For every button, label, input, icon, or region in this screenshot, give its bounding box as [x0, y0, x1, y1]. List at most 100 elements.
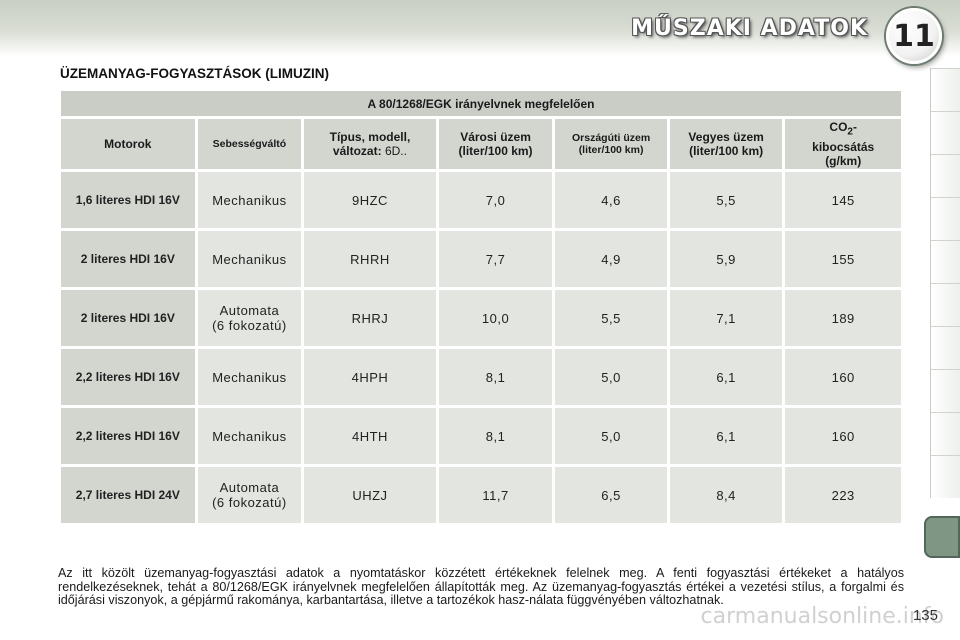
table-body: 1,6 literes HDI 16V Mechanikus 9HZC 7,0 4,6 5…: [61, 172, 901, 523]
gearbox-cell: Mechanikus: [197, 349, 302, 405]
co2-cell: 189: [785, 290, 901, 346]
engine-cell: 2 literes HDI 16V: [61, 231, 195, 287]
urban-cell: 7,0: [438, 172, 553, 228]
urban-cell: 8,1: [438, 408, 553, 464]
extra-urban-header-line1: Országúti üzem: [571, 132, 651, 144]
side-tab[interactable]: [930, 369, 960, 412]
gearbox-cell: Mechanikus: [197, 172, 302, 228]
co2-header-prefix: CO: [829, 120, 848, 135]
table-row: 2,2 literes HDI 16V Mechanikus 4HPH 8,1 5,0 6…: [61, 349, 901, 405]
urban-cell: 7,7: [438, 231, 553, 287]
type-cell: 9HZC: [304, 172, 436, 228]
extra-urban-cell: 4,6: [555, 172, 667, 228]
gearbox-line: Mechanikus: [212, 251, 287, 267]
co2-header-line2: kibocsátás: [812, 139, 875, 154]
type-cell: 4HPH: [304, 349, 436, 405]
table-row: 2,7 literes HDI 24V Automata (6 fokozatú) U…: [61, 467, 901, 523]
co2-cell: 223: [785, 467, 901, 523]
urban-cell: 8,1: [438, 349, 553, 405]
type-header-value: 6D..: [384, 144, 407, 158]
side-tab[interactable]: [930, 68, 960, 111]
chapter-badge: 11: [886, 8, 942, 64]
table-row: 2 literes HDI 16V Automata (6 fokozatú) RHR…: [61, 290, 901, 346]
type-cell: 4HTH: [304, 408, 436, 464]
extra-urban-cell: 5,0: [555, 408, 667, 464]
co2-header-suffix: -: [852, 120, 857, 135]
type-header-line1: Típus, modell,: [329, 130, 411, 144]
col-engine-header: Motorok: [61, 119, 195, 169]
side-tab[interactable]: [930, 197, 960, 240]
side-tabs: [924, 68, 960, 558]
watermark: carmanualsonline.info: [700, 604, 944, 629]
page-number: 135: [912, 607, 938, 624]
co2-cell: 160: [785, 408, 901, 464]
engine-cell: 1,6 literes HDI 16V: [61, 172, 195, 228]
chapter-number: 11: [893, 18, 935, 54]
type-cell: RHRH: [304, 231, 436, 287]
combined-cell: 5,9: [669, 231, 783, 287]
extra-urban-cell: 4,9: [555, 231, 667, 287]
urban-cell: 10,0: [438, 290, 553, 346]
gearbox-line: Mechanikus: [212, 428, 287, 444]
standard-header: A 80/1268/EGK irányelvnek megfelelően: [61, 91, 901, 116]
col-co2-header: CO2- kibocsátás (g/km): [785, 119, 901, 169]
side-tab-active[interactable]: [924, 516, 960, 558]
side-tab[interactable]: [930, 111, 960, 154]
combined-cell: 6,1: [669, 408, 783, 464]
co2-header-line3: (g/km): [825, 153, 862, 168]
col-urban-header: Városi üzem (liter/100 km): [438, 119, 553, 169]
gearbox-cell: Mechanikus: [197, 408, 302, 464]
co2-cell: 145: [785, 172, 901, 228]
gearbox-line: Mechanikus: [212, 369, 287, 385]
combined-cell: 8,4: [669, 467, 783, 523]
side-tab[interactable]: [930, 412, 960, 455]
section-title: ÜZEMANYAG-FOGYASZTÁSOK (LIMUZIN): [60, 66, 329, 81]
table-row: 2 literes HDI 16V Mechanikus RHRH 7,7 4,9 5,9…: [61, 231, 901, 287]
combined-cell: 6,1: [669, 349, 783, 405]
engine-cell: 2,7 literes HDI 24V: [61, 467, 195, 523]
urban-cell: 11,7: [438, 467, 553, 523]
gearbox-cell: Automata (6 fokozatú): [197, 467, 302, 523]
gearbox-line: (6 fokozatú): [212, 318, 287, 333]
combined-header-line2: (liter/100 km): [689, 144, 764, 158]
table-row: 2,2 literes HDI 16V Mechanikus 4HTH 8,1 5,0 6…: [61, 408, 901, 464]
combined-cell: 5,5: [669, 172, 783, 228]
combined-header-line1: Vegyes üzem: [688, 130, 764, 144]
co2-cell: 160: [785, 349, 901, 405]
gearbox-line: Mechanikus: [212, 192, 287, 208]
urban-header-line2: (liter/100 km): [458, 144, 533, 158]
urban-header-line1: Városi üzem: [460, 130, 531, 144]
table-row: 1,6 literes HDI 16V Mechanikus 9HZC 7,0 4,6 5…: [61, 172, 901, 228]
type-header-label: változat:: [332, 144, 382, 158]
extra-urban-cell: 5,0: [555, 349, 667, 405]
extra-urban-cell: 6,5: [555, 467, 667, 523]
header-band: [0, 0, 960, 56]
type-cell: UHZJ: [304, 467, 436, 523]
gearbox-cell: Mechanikus: [197, 231, 302, 287]
side-tab[interactable]: [930, 455, 960, 498]
combined-cell: 7,1: [669, 290, 783, 346]
gearbox-line: (6 fokozatú): [212, 495, 287, 510]
gearbox-line: Automata: [219, 480, 280, 495]
extra-urban-cell: 5,5: [555, 290, 667, 346]
extra-urban-header-line2: (liter/100 km): [578, 144, 644, 156]
fuel-consumption-table: A 80/1268/EGK irányelvnek megfelelően Mo…: [58, 88, 904, 526]
col-extra-urban-header: Országúti üzem (liter/100 km): [555, 119, 667, 169]
side-tab[interactable]: [930, 240, 960, 283]
gearbox-cell: Automata (6 fokozatú): [197, 290, 302, 346]
gearbox-line: Automata: [219, 303, 280, 318]
chapter-title: MŰSZAKI ADATOK: [631, 16, 868, 41]
footnote: Az itt közölt üzemanyag-fogyasztási adat…: [58, 566, 904, 607]
engine-cell: 2,2 literes HDI 16V: [61, 408, 195, 464]
col-gearbox-header: Sebességváltó: [197, 119, 302, 169]
side-tab[interactable]: [930, 326, 960, 369]
engine-cell: 2 literes HDI 16V: [61, 290, 195, 346]
side-tab[interactable]: [930, 154, 960, 197]
co2-cell: 155: [785, 231, 901, 287]
col-type-header: Típus, modell, változat: 6D..: [304, 119, 436, 169]
co2-header-sub: 2: [847, 126, 853, 138]
engine-cell: 2,2 literes HDI 16V: [61, 349, 195, 405]
col-combined-header: Vegyes üzem (liter/100 km): [669, 119, 783, 169]
type-cell: RHRJ: [304, 290, 436, 346]
side-tab[interactable]: [930, 283, 960, 326]
